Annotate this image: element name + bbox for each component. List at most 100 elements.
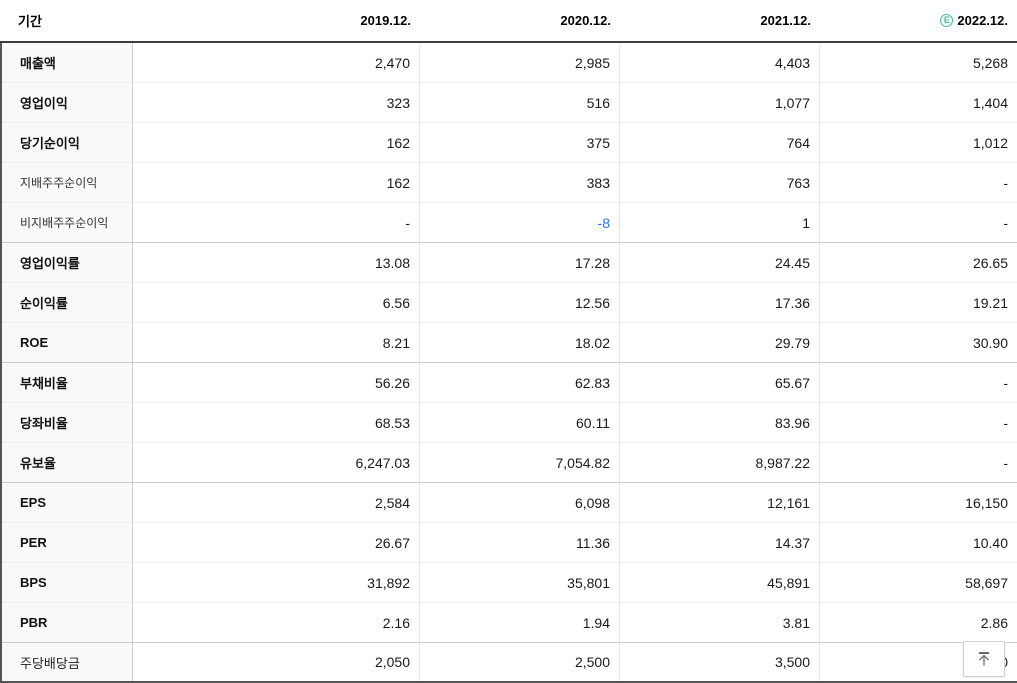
header-year-2019: 2019.12. [360,13,411,28]
value-2022: 30.90 [820,323,1017,363]
value-2021: 1,077 [620,83,820,123]
value-2020: 6,098 [420,483,620,523]
scroll-to-top-icon [979,652,989,666]
header-year-2022-label: 2022.12. [957,13,1008,28]
value-2022: 26.65 [820,243,1017,283]
header-year-2022-estimate: E 2022.12. [820,13,1017,28]
value-2022: - [820,363,1017,403]
value-2019: 2,584 [133,483,420,523]
value-2021: 763 [620,163,820,203]
value-2020: 1.94 [420,603,620,643]
value-2021: 12,161 [620,483,820,523]
value-2022: 58,697 [820,563,1017,603]
value-2019: 2,050 [133,643,420,681]
value-2020: 12.56 [420,283,620,323]
row-label: 순이익률 [2,283,133,323]
value-2022: - [820,443,1017,483]
row-label: 주당배당금 [2,643,133,681]
value-2019: 8.21 [133,323,420,363]
value-2020: 7,054.82 [420,443,620,483]
value-2019: 2.16 [133,603,420,643]
value-2022: 1,404 [820,83,1017,123]
value-2020: 11.36 [420,523,620,563]
table-row: ROE 8.21 18.02 29.79 30.90 [2,323,1017,363]
value-2019: 13.08 [133,243,420,283]
row-label: 지배주주순이익 [2,163,133,203]
table-row: 비지배주주순이익 - -8 1 - [2,203,1017,243]
table-body: 매출액 2,470 2,985 4,403 5,268 영업이익 323 516… [0,43,1017,683]
value-2021: 3,500 [620,643,820,681]
value-2022: - [820,403,1017,443]
value-2022: - [820,203,1017,243]
value-2021: 17.36 [620,283,820,323]
header-year-2020: 2020.12. [560,13,611,28]
table-row: 당기순이익 162 375 764 1,012 [2,123,1017,163]
table-header-row: 기간 2019.12. 2020.12. 2021.12. E 2022.12. [0,0,1017,43]
table-row: PER 26.67 11.36 14.37 10.40 [2,523,1017,563]
value-2021: 1 [620,203,820,243]
value-2019: 56.26 [133,363,420,403]
value-2021: 764 [620,123,820,163]
value-2019: 6,247.03 [133,443,420,483]
row-label: 영업이익률 [2,243,133,283]
header-period: 기간 [18,14,42,29]
value-2020: 62.83 [420,363,620,403]
value-2022: 5,268 [820,43,1017,83]
table-row: 부채비율 56.26 62.83 65.67 - [2,363,1017,403]
value-2022: 19.21 [820,283,1017,323]
row-label: 당좌비율 [2,403,133,443]
value-2022: 2.86 [820,603,1017,643]
row-label: 부채비율 [2,363,133,403]
row-label: 매출액 [2,43,133,83]
header-year-2021: 2021.12. [760,13,811,28]
value-2020: 375 [420,123,620,163]
value-2021: 24.45 [620,243,820,283]
value-2021: 65.67 [620,363,820,403]
value-2019: 68.53 [133,403,420,443]
value-2020: 2,985 [420,43,620,83]
value-2019: 2,470 [133,43,420,83]
row-label: ROE [2,323,133,363]
table-row: BPS 31,892 35,801 45,891 58,697 [2,563,1017,603]
value-2019: - [133,203,420,243]
scroll-to-top-button[interactable] [963,641,1005,677]
value-2021: 4,403 [620,43,820,83]
value-2019: 6.56 [133,283,420,323]
row-label: EPS [2,483,133,523]
value-2020: 2,500 [420,643,620,681]
value-2022: - [820,163,1017,203]
value-2019: 323 [133,83,420,123]
value-2020: 516 [420,83,620,123]
value-2021: 83.96 [620,403,820,443]
value-2019: 26.67 [133,523,420,563]
value-2020: 383 [420,163,620,203]
row-label: 비지배주주순이익 [2,203,133,243]
value-2021: 14.37 [620,523,820,563]
row-label: 유보율 [2,443,133,483]
value-2020: -8 [420,203,620,243]
value-2022: 10.40 [820,523,1017,563]
value-2022: 1,012 [820,123,1017,163]
table-row: 지배주주순이익 162 383 763 - [2,163,1017,203]
value-2020: 35,801 [420,563,620,603]
value-2021: 8,987.22 [620,443,820,483]
row-label: 영업이익 [2,83,133,123]
table-row: 주당배당금 2,050 2,500 3,500 4,500 [2,643,1017,681]
table-row: EPS 2,584 6,098 12,161 16,150 [2,483,1017,523]
value-2020: 17.28 [420,243,620,283]
value-2019: 162 [133,163,420,203]
value-2021: 45,891 [620,563,820,603]
table-row: 당좌비율 68.53 60.11 83.96 - [2,403,1017,443]
value-2019: 162 [133,123,420,163]
estimate-icon: E [940,14,954,27]
table-row: 순이익률 6.56 12.56 17.36 19.21 [2,283,1017,323]
table-row: 영업이익률 13.08 17.28 24.45 26.65 [2,243,1017,283]
value-2022: 16,150 [820,483,1017,523]
table-row: 유보율 6,247.03 7,054.82 8,987.22 - [2,443,1017,483]
table-row: 영업이익 323 516 1,077 1,404 [2,83,1017,123]
value-2019: 31,892 [133,563,420,603]
value-2020: 18.02 [420,323,620,363]
table-row: 매출액 2,470 2,985 4,403 5,268 [2,43,1017,83]
row-label: PER [2,523,133,563]
